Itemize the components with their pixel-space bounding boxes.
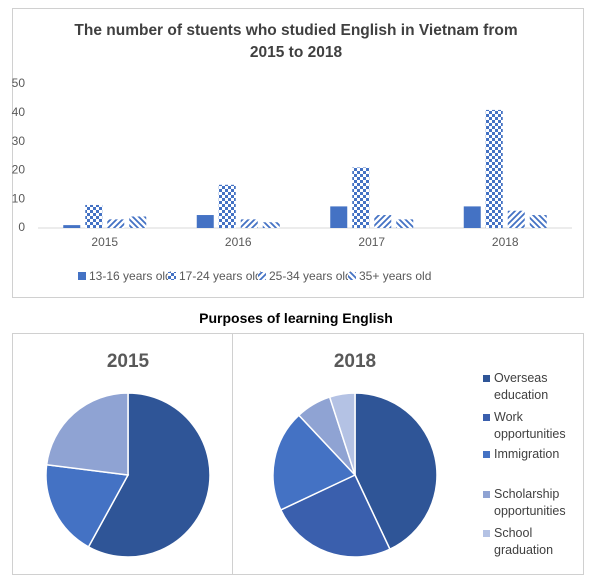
bar-panel: [12, 8, 584, 298]
pie-slice: [328, 392, 356, 476]
legend-swatch: [483, 375, 490, 382]
legend-swatch: [78, 272, 86, 280]
pie-slice: [272, 414, 357, 511]
legend-label: School graduation: [483, 525, 584, 559]
x-tick-label: 2016: [225, 235, 252, 249]
legend-swatch: [483, 451, 490, 458]
y-tick-label: 10: [12, 191, 26, 205]
legend-swatch: [483, 491, 490, 498]
pie-slice: [45, 463, 130, 548]
bar: [218, 184, 236, 228]
y-tick-label: 50: [12, 76, 26, 90]
pie-slice: [279, 474, 391, 558]
legend-swatch: [483, 414, 490, 421]
x-tick-label: 2017: [358, 235, 385, 249]
bar: [352, 167, 370, 228]
x-tick-label: 2015: [91, 235, 118, 249]
pie-slice: [87, 392, 211, 558]
bar: [396, 219, 414, 228]
legend-swatch: [168, 272, 176, 280]
legend-label: Work opportunities: [483, 409, 584, 443]
bar: [107, 219, 125, 228]
legend-label: 17-24 years old: [179, 269, 262, 283]
legend-label: 13-16 years old: [89, 269, 172, 283]
bar: [374, 215, 392, 228]
bar: [85, 204, 103, 228]
pie-slice: [354, 392, 438, 551]
legend-label: 25-34 years old: [269, 269, 352, 283]
bar: [529, 215, 547, 228]
legend-label: Immigration: [483, 446, 584, 463]
pie-panel-right: [232, 333, 584, 575]
pie-title: 2018: [334, 351, 376, 372]
bar: [262, 222, 280, 228]
bar: [129, 216, 147, 228]
bar: [485, 109, 503, 228]
x-tick-label: 2018: [492, 235, 519, 249]
bar: [63, 225, 81, 228]
legend-label: Overseas education: [483, 370, 584, 404]
legend-swatch: [258, 272, 266, 280]
pie-slice: [45, 392, 129, 476]
legend-swatch: [483, 530, 490, 537]
bar: [507, 210, 525, 228]
y-tick-label: 20: [12, 163, 26, 177]
y-tick-label: 0: [18, 220, 25, 234]
legend-swatch: [348, 272, 356, 280]
bar: [196, 215, 214, 228]
bar: [240, 219, 258, 228]
legend-label: Scholarship opportunities: [483, 486, 584, 520]
bar: [463, 206, 481, 228]
chart-title: The number of stuents who studied Englis…: [74, 22, 518, 61]
legend-label: 35+ years old: [359, 269, 431, 283]
y-tick-label: 30: [12, 134, 26, 148]
bar: [330, 206, 348, 228]
y-tick-label: 40: [12, 105, 26, 119]
chart-title: Purposes of learning English: [199, 310, 393, 326]
pie-title: 2015: [107, 351, 150, 372]
